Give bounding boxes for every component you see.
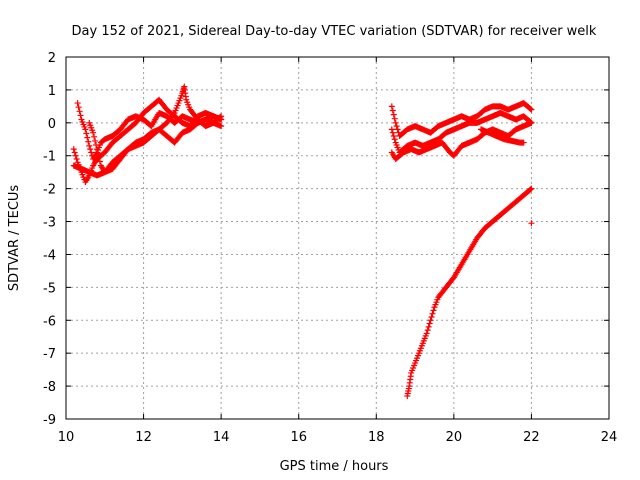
data-point [91,133,98,140]
y-tick-label: 2 [48,51,56,66]
data-point [77,112,84,119]
data-point [87,146,94,153]
y-tick-label: -8 [43,380,56,395]
y-tick-label: -6 [43,314,56,329]
data-point [389,129,396,136]
x-tick-label: 12 [135,430,152,445]
chart-title: Day 152 of 2021, Sidereal Day-to-day VTE… [72,24,597,39]
data-point [83,130,90,137]
data-point [528,220,535,227]
data-point [528,106,535,113]
data-point [520,139,527,146]
x-tick-label: 24 [601,430,618,445]
data-point [72,152,79,159]
y-tick-label: -5 [43,281,56,296]
y-tick-label: -4 [43,248,56,263]
plot-frame [65,56,610,420]
data-point [75,104,82,111]
data-point [170,111,177,118]
data-point [391,136,398,143]
data-point [96,158,103,165]
data-point [390,111,397,118]
data-point [391,115,398,122]
y-tick-label: -7 [43,347,56,362]
y-tick-label: -9 [43,413,56,428]
data-point [527,105,534,112]
data-point [424,327,431,334]
x-tick-label: 20 [446,430,463,445]
data-point [73,156,80,163]
data-point [84,134,91,141]
data-point [90,129,97,136]
x-axis-label: GPS time / hours [280,459,389,474]
data-point [218,123,225,130]
data-point [388,126,395,133]
data-point [429,310,436,317]
data-point [82,126,89,133]
data-points [70,83,535,399]
data-point [76,108,83,115]
data-point [86,142,93,149]
data-point [71,149,78,156]
x-tick-label: 18 [368,430,385,445]
data-point [426,320,433,327]
y-tick-label: 0 [48,117,56,132]
data-point [428,313,435,320]
y-tick-label: 1 [48,84,56,99]
data-point [528,119,535,126]
data-point [88,149,95,156]
data-point [394,126,401,133]
data-point [423,330,430,337]
data-point [93,142,100,149]
data-point [390,132,397,139]
data-point [528,185,535,192]
data-point [392,119,399,126]
data-point [70,146,77,153]
data-point [218,113,225,120]
data-point [217,114,224,121]
x-tick-label: 16 [290,430,307,445]
x-tick-label: 10 [58,430,75,445]
data-point [94,150,101,157]
data-point [95,154,102,161]
data-point [389,107,396,114]
data-point [425,323,432,330]
y-tick-label: -3 [43,216,56,231]
y-tick-label: -1 [43,150,56,165]
data-point [430,307,437,314]
data-point [85,138,92,145]
y-axis-label: SDTVAR / TECUs [7,185,22,292]
y-tick-label: -2 [43,183,56,198]
data-point [74,100,81,107]
data-point [388,103,395,110]
data-point [527,186,534,193]
data-point [427,317,434,324]
data-point [92,137,99,144]
grid [66,57,609,419]
data-point [393,123,400,130]
x-tick-label: 14 [213,430,230,445]
data-point [94,146,101,153]
x-tick-label: 22 [523,430,540,445]
